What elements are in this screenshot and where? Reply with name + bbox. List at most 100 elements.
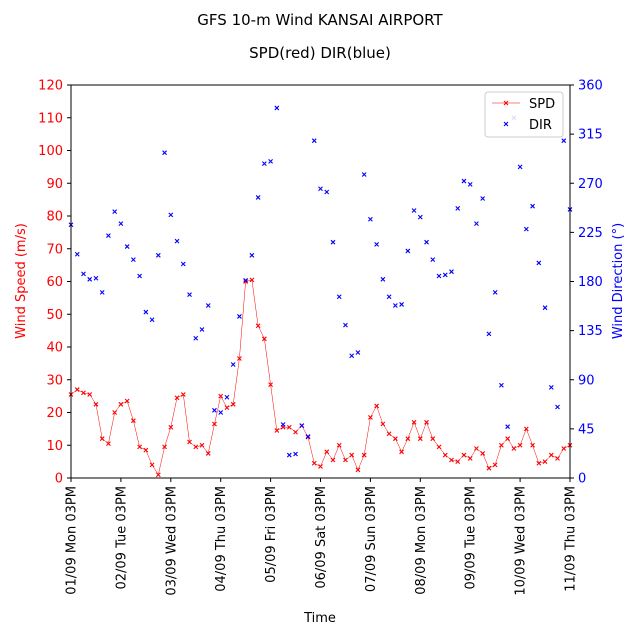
left-tick-label: 70 xyxy=(46,242,63,257)
spd-point xyxy=(311,460,317,466)
spd-point xyxy=(168,424,174,430)
dir-point xyxy=(311,138,317,144)
dir-point xyxy=(417,214,423,220)
dir-point xyxy=(143,309,149,315)
spd-point xyxy=(561,446,567,451)
dir-point xyxy=(280,422,286,427)
spd-point xyxy=(536,460,542,466)
spd-point xyxy=(230,401,236,407)
dir-point xyxy=(230,362,236,367)
spd-point xyxy=(106,441,111,447)
dir-point xyxy=(530,203,535,209)
spd-point xyxy=(349,452,355,458)
dir-point xyxy=(430,257,436,263)
right-tick-label: 270 xyxy=(578,177,603,192)
spd-point xyxy=(523,426,529,432)
dir-point xyxy=(517,164,523,170)
dir-point xyxy=(193,335,199,341)
spd-point xyxy=(293,429,298,435)
dir-point xyxy=(237,314,242,319)
left-axis-label: Wind Speed (m/s) xyxy=(14,223,29,339)
x-tick-label: 03/09 Wed 03PM xyxy=(164,486,179,596)
legend-dir-cross xyxy=(503,121,509,127)
spd-point xyxy=(318,464,323,469)
spd-point xyxy=(511,446,517,451)
spd-point xyxy=(399,449,404,455)
spd-point xyxy=(193,444,199,450)
dir-point xyxy=(93,275,99,281)
spd-point xyxy=(212,421,217,427)
x-tick-label: 07/09 Sun 03PM xyxy=(364,486,379,592)
spd-point xyxy=(455,459,461,465)
spd-point xyxy=(530,442,535,448)
dir-point xyxy=(374,241,380,247)
dir-point xyxy=(286,452,292,458)
x-tick-label: 01/09 Mon 03PM xyxy=(65,486,80,595)
spd-point xyxy=(517,442,523,448)
left-tick-label: 60 xyxy=(46,275,63,290)
dir-point xyxy=(118,221,124,227)
right-tick-label: 225 xyxy=(578,226,603,241)
dir-point xyxy=(349,353,355,359)
spd-point xyxy=(343,457,348,463)
dir-point xyxy=(380,276,386,282)
x-tick-label: 10/09 Wed 03PM xyxy=(514,486,529,596)
dir-point xyxy=(548,385,554,390)
right-axis-label: Wind Direction (°) xyxy=(611,223,626,339)
spd-point xyxy=(417,436,423,442)
x-tick-label: 11/09 Thu 03PM xyxy=(564,486,579,592)
x-tick-label: 05/09 Fri 03PM xyxy=(264,486,279,583)
spd-point xyxy=(286,424,292,430)
dir-point xyxy=(392,303,398,308)
series-layer xyxy=(68,105,573,478)
dir-point xyxy=(442,272,448,278)
dir-point xyxy=(492,290,498,295)
dir-point xyxy=(243,278,249,283)
dir-point xyxy=(368,216,373,222)
left-tick-label: 20 xyxy=(46,406,63,421)
dir-point xyxy=(330,239,336,245)
spd-point xyxy=(255,323,261,329)
x-axis-label: Time xyxy=(303,611,336,626)
spd-point xyxy=(187,439,192,445)
x-tick-label: 08/09 Mon 03PM xyxy=(414,486,429,595)
dir-point xyxy=(467,181,473,187)
spd-point xyxy=(118,401,124,407)
spd-point xyxy=(467,455,473,461)
dir-point xyxy=(455,205,461,211)
legend-dir-label: DIR xyxy=(529,118,552,133)
right-tick-label: 360 xyxy=(578,79,603,94)
dir-point xyxy=(299,423,305,428)
spd-point xyxy=(449,457,454,463)
spd-point xyxy=(237,356,242,361)
spd-point xyxy=(112,410,118,415)
right-axis: 0 45 90 135 180 225 270 315 360 xyxy=(570,79,603,487)
dir-point xyxy=(343,322,348,328)
legend: SPD DIR xyxy=(484,91,564,138)
dir-point xyxy=(99,290,105,295)
dir-point xyxy=(355,350,361,355)
spd-point xyxy=(405,436,411,442)
dir-point xyxy=(180,261,186,267)
dir-point xyxy=(486,331,492,337)
dir-point xyxy=(336,294,342,300)
spd-point xyxy=(361,452,367,458)
dir-point xyxy=(149,317,155,323)
dir-point xyxy=(255,195,261,200)
left-tick-label: 30 xyxy=(46,373,63,388)
spd-point xyxy=(542,459,548,465)
spd-point xyxy=(368,415,373,420)
spd-point xyxy=(324,449,330,455)
legend-spd-marker xyxy=(492,100,520,106)
spd-point xyxy=(274,428,280,433)
right-tick-label: 0 xyxy=(578,472,586,487)
dir-point xyxy=(124,244,130,249)
dir-point xyxy=(498,382,504,388)
left-tick-label: 10 xyxy=(46,439,63,454)
spd-point xyxy=(87,392,93,397)
spd-point xyxy=(492,462,498,468)
left-tick-label: 0 xyxy=(55,472,63,487)
dir-point xyxy=(318,186,323,192)
dir-point xyxy=(199,327,205,332)
spd-point xyxy=(205,451,211,456)
